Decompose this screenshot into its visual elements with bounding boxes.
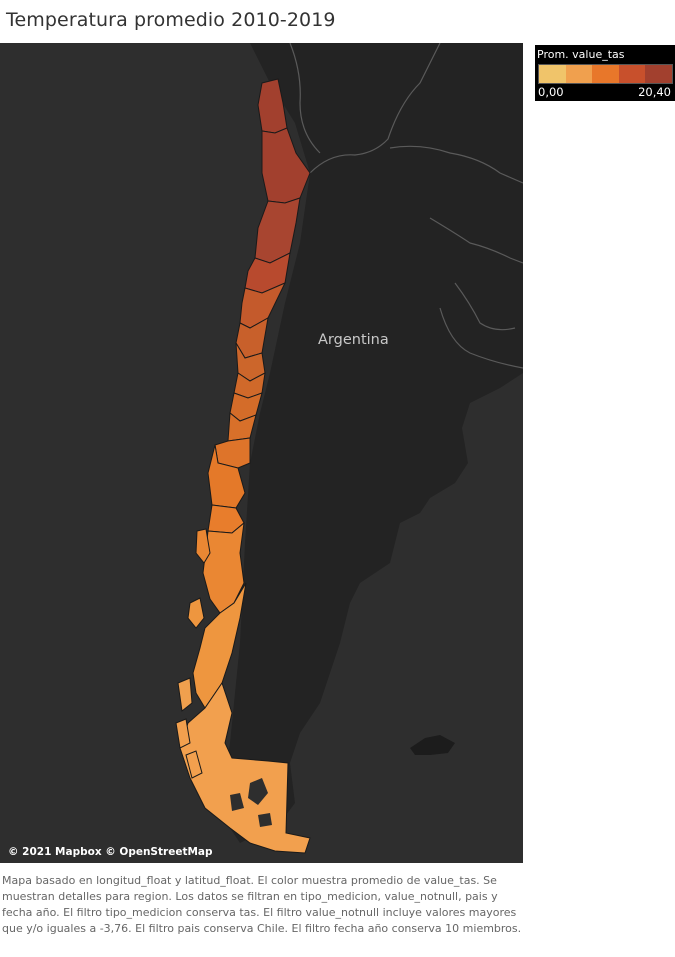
island-chiloe (195, 528, 211, 564)
legend-swatch (645, 65, 672, 83)
islands (410, 735, 455, 755)
country-borders (289, 43, 523, 369)
map-svg[interactable] (0, 43, 523, 863)
island-fragment (177, 677, 193, 712)
page-title: Temperatura promedio 2010-2019 (6, 9, 336, 31)
chile-regions[interactable] (175, 78, 311, 854)
island-fragment (187, 597, 205, 629)
legend-max-value: 20,40 (638, 85, 671, 99)
region-magallanes (179, 681, 311, 854)
legend-title: Prom. value_tas (537, 48, 625, 61)
map-caption: Mapa basado en longitud_float y latitud_… (2, 874, 522, 935)
region-araucania (207, 444, 246, 509)
map-attribution[interactable]: © 2021 Mapbox © OpenStreetMap (8, 846, 213, 858)
region-tarapaca (261, 127, 311, 204)
island-fragment (185, 750, 203, 779)
country-label-argentina: Argentina (318, 332, 389, 348)
legend-min-value: 0,00 (538, 85, 564, 99)
legend-color-ramp (538, 64, 673, 84)
legend-swatch (565, 65, 593, 83)
legend-swatch (539, 65, 566, 83)
region-nuble (227, 412, 257, 442)
island-fragment (175, 718, 191, 749)
land-mass (220, 43, 523, 843)
color-legend: Prom. value_tas 0,00 20,40 (535, 45, 675, 101)
map-canvas[interactable]: Argentina © 2021 Mapbox © OpenStreetMap (0, 43, 523, 863)
inlets (230, 778, 272, 827)
legend-swatch (618, 65, 646, 83)
legend-swatch (592, 65, 619, 83)
